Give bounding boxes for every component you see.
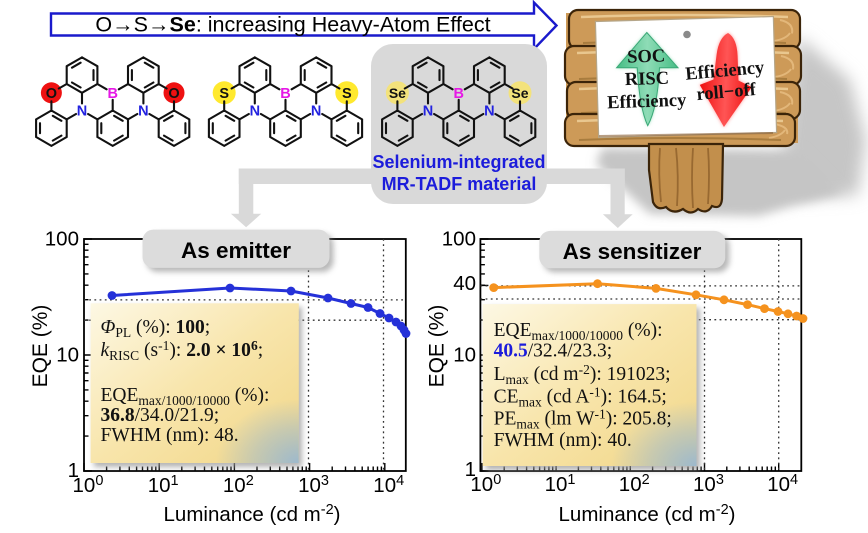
svg-text:S: S xyxy=(219,86,229,102)
svg-text:Selenium-integrated: Selenium-integrated xyxy=(372,152,545,172)
svg-text:10: 10 xyxy=(56,344,79,367)
svg-text:N: N xyxy=(77,104,87,120)
svg-text:FWHM (nm): 48.: FWHM (nm): 48. xyxy=(101,425,239,446)
svg-text:40.5/32.4/23.3;: 40.5/32.4/23.3; xyxy=(494,340,613,361)
svg-text:kRISC (s-1): 2.0 × 106;: kRISC (s-1): 2.0 × 106; xyxy=(101,338,264,363)
svg-text:Se: Se xyxy=(511,85,528,101)
svg-text:B: B xyxy=(453,86,463,102)
svg-text:Luminance (cd m-2): Luminance (cd m-2) xyxy=(559,502,736,526)
svg-text:O: O xyxy=(168,86,179,102)
svg-text:MR-TADF material: MR-TADF material xyxy=(382,174,537,194)
svg-text:10: 10 xyxy=(453,344,476,367)
svg-text:Luminance (cd m-2): Luminance (cd m-2) xyxy=(164,502,341,526)
svg-text:EQE (%): EQE (%) xyxy=(425,305,448,388)
svg-text:36.8/34.0/21.9;: 36.8/34.0/21.9; xyxy=(101,405,220,426)
svg-text:SOC: SOC xyxy=(627,46,666,67)
svg-text:B: B xyxy=(280,86,290,102)
svg-text:RISC: RISC xyxy=(625,69,670,91)
svg-text:1: 1 xyxy=(465,458,476,481)
svg-text:N: N xyxy=(250,104,260,120)
svg-text:CEmax (cd A-1): 164.5;: CEmax (cd A-1): 164.5; xyxy=(494,384,667,409)
svg-text:1: 1 xyxy=(68,459,79,482)
svg-text:FWHM (nm): 40.: FWHM (nm): 40. xyxy=(494,430,632,451)
svg-text:As sensitizer: As sensitizer xyxy=(563,239,702,264)
svg-text:Efficiency: Efficiency xyxy=(607,91,688,114)
svg-text:N: N xyxy=(138,104,148,120)
svg-text:40: 40 xyxy=(453,272,476,295)
svg-text:100: 100 xyxy=(442,228,476,251)
svg-text:N: N xyxy=(311,104,321,120)
svg-text:N: N xyxy=(484,104,494,120)
svg-text:EQE (%): EQE (%) xyxy=(29,305,52,388)
svg-text:O: O xyxy=(46,86,57,102)
svg-text:N: N xyxy=(423,104,433,120)
svg-text:B: B xyxy=(107,86,117,102)
svg-text:Se: Se xyxy=(389,85,406,101)
svg-text:O→S→Se: increasing Heavy-Atom: O→S→Se: increasing Heavy-Atom Effect xyxy=(95,13,490,37)
svg-text:100: 100 xyxy=(45,228,79,251)
svg-text:As emitter: As emitter xyxy=(181,238,291,263)
svg-text:S: S xyxy=(342,86,352,102)
